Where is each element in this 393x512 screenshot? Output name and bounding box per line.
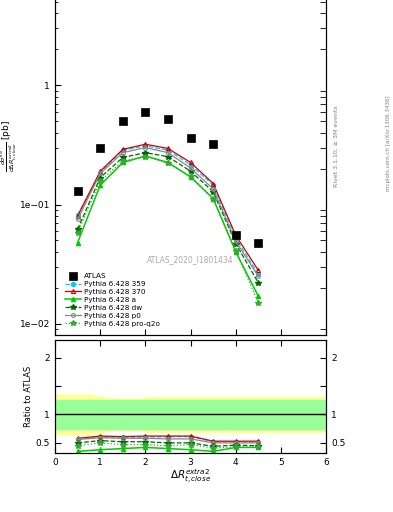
Pythia 6.428 359 xyxy=(143,143,148,149)
Pythia 6.428 359 xyxy=(166,147,171,153)
Pythia 6.428 dw xyxy=(233,241,238,247)
Pythia 6.428 pro-q2o xyxy=(188,174,193,180)
Pythia 6.428 370 xyxy=(256,267,261,273)
Pythia 6.428 a xyxy=(211,196,216,202)
Pythia 6.428 p0 xyxy=(256,273,261,280)
Pythia 6.428 p0 xyxy=(211,186,216,192)
Line: Pythia 6.428 a: Pythia 6.428 a xyxy=(75,154,261,298)
ATLAS xyxy=(143,109,148,115)
Pythia 6.428 370 xyxy=(121,146,125,153)
Line: Pythia 6.428 p0: Pythia 6.428 p0 xyxy=(76,145,260,279)
Pythia 6.428 pro-q2o xyxy=(121,158,125,164)
Pythia 6.428 370 xyxy=(211,180,216,186)
Pythia 6.428 359 xyxy=(256,271,261,278)
Pythia 6.428 p0 xyxy=(98,170,103,177)
Pythia 6.428 370 xyxy=(98,168,103,174)
ATLAS xyxy=(188,135,193,141)
Line: Pythia 6.428 dw: Pythia 6.428 dw xyxy=(75,150,261,286)
ATLAS xyxy=(211,141,216,147)
ATLAS xyxy=(233,232,238,239)
Pythia 6.428 pro-q2o xyxy=(98,178,103,184)
Pythia 6.428 dw xyxy=(75,226,80,232)
Pythia 6.428 p0 xyxy=(188,165,193,171)
ATLAS xyxy=(121,118,125,124)
Pythia 6.428 pro-q2o xyxy=(143,154,148,160)
Pythia 6.428 pro-q2o xyxy=(233,248,238,254)
Pythia 6.428 p0 xyxy=(233,239,238,245)
Line: Pythia 6.428 370: Pythia 6.428 370 xyxy=(75,142,261,272)
Pythia 6.428 dw xyxy=(143,150,148,156)
Pythia 6.428 dw xyxy=(188,168,193,174)
Pythia 6.428 pro-q2o xyxy=(256,300,261,306)
Y-axis label: $\frac{d\sigma^{fid}}{d\Delta R^{extra2}_{t,close}}$ [pb]: $\frac{d\sigma^{fid}}{d\Delta R^{extra2}… xyxy=(0,120,18,172)
Pythia 6.428 a xyxy=(256,293,261,300)
Pythia 6.428 370 xyxy=(75,213,80,219)
Y-axis label: Rivet 3.1.10, ≥ 3M events: Rivet 3.1.10, ≥ 3M events xyxy=(334,105,339,187)
Pythia 6.428 dw xyxy=(98,175,103,181)
Pythia 6.428 370 xyxy=(166,145,171,152)
ATLAS xyxy=(98,144,103,151)
Line: ATLAS: ATLAS xyxy=(74,108,262,246)
Pythia 6.428 370 xyxy=(233,232,238,239)
Pythia 6.428 359 xyxy=(121,147,125,153)
Pythia 6.428 a xyxy=(143,153,148,159)
Text: ATLAS_2020_I1801434: ATLAS_2020_I1801434 xyxy=(147,255,234,264)
Pythia 6.428 359 xyxy=(75,212,80,218)
ATLAS xyxy=(166,116,171,122)
ATLAS xyxy=(75,188,80,194)
Pythia 6.428 dw xyxy=(121,155,125,161)
Pythia 6.428 p0 xyxy=(121,150,125,156)
Y-axis label: Ratio to ATLAS: Ratio to ATLAS xyxy=(24,366,33,428)
Pythia 6.428 pro-q2o xyxy=(75,230,80,236)
Pythia 6.428 359 xyxy=(233,236,238,242)
Pythia 6.428 p0 xyxy=(75,217,80,223)
Pythia 6.428 a xyxy=(233,249,238,255)
Line: Pythia 6.428 359: Pythia 6.428 359 xyxy=(76,144,260,276)
Pythia 6.428 dw xyxy=(211,188,216,195)
Pythia 6.428 370 xyxy=(143,141,148,147)
Pythia 6.428 a xyxy=(188,174,193,180)
Line: Pythia 6.428 pro-q2o: Pythia 6.428 pro-q2o xyxy=(75,154,261,306)
X-axis label: $\Delta R^{extra2}_{t,close}$: $\Delta R^{extra2}_{t,close}$ xyxy=(170,468,211,486)
Pythia 6.428 a xyxy=(121,159,125,165)
Pythia 6.428 a xyxy=(98,182,103,188)
Pythia 6.428 a xyxy=(166,159,171,165)
Pythia 6.428 dw xyxy=(166,154,171,160)
Pythia 6.428 359 xyxy=(188,162,193,168)
Pythia 6.428 359 xyxy=(211,182,216,188)
Pythia 6.428 pro-q2o xyxy=(211,196,216,202)
Pythia 6.428 dw xyxy=(256,280,261,286)
Legend: ATLAS, Pythia 6.428 359, Pythia 6.428 370, Pythia 6.428 a, Pythia 6.428 dw, Pyth: ATLAS, Pythia 6.428 359, Pythia 6.428 37… xyxy=(64,272,162,328)
Pythia 6.428 p0 xyxy=(166,150,171,156)
ATLAS xyxy=(256,240,261,246)
Pythia 6.428 370 xyxy=(188,159,193,165)
Pythia 6.428 p0 xyxy=(143,144,148,151)
Pythia 6.428 359 xyxy=(98,169,103,176)
Pythia 6.428 a xyxy=(75,240,80,246)
Text: mcplots.cern.ch [arXiv:1306.3436]: mcplots.cern.ch [arXiv:1306.3436] xyxy=(386,96,391,191)
Pythia 6.428 pro-q2o xyxy=(166,160,171,166)
